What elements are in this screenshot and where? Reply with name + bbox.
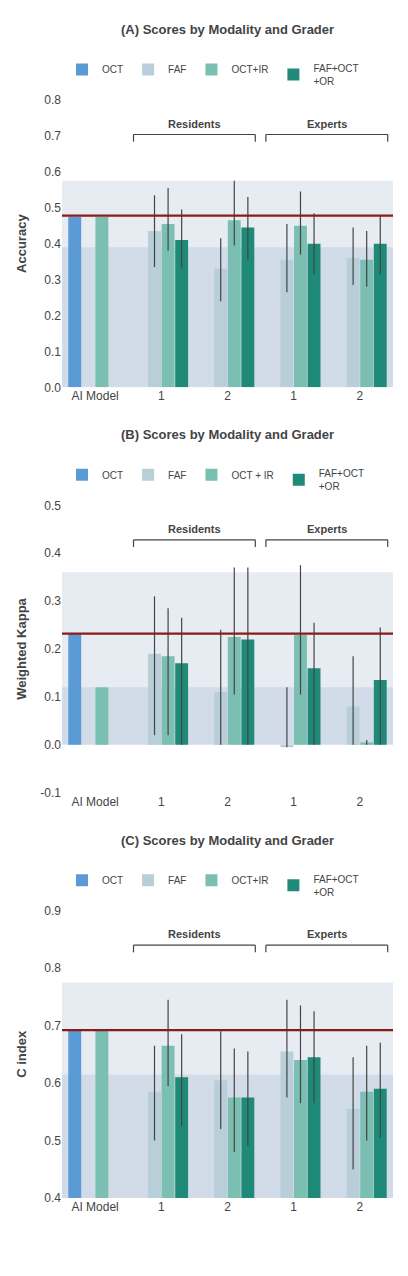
svg-text:0.7: 0.7 <box>44 1019 61 1033</box>
svg-text:OCT: OCT <box>102 875 123 886</box>
svg-text:Experts: Experts <box>307 523 347 535</box>
svg-text:0.2: 0.2 <box>44 309 61 323</box>
svg-text:-0.1: -0.1 <box>40 786 61 800</box>
svg-text:FAF+OCT+OR: FAF+OCT+OR <box>319 468 364 492</box>
svg-text:2: 2 <box>224 1200 231 1214</box>
svg-text:0.4: 0.4 <box>44 237 61 251</box>
svg-text:0.5: 0.5 <box>44 499 61 513</box>
svg-text:1: 1 <box>290 389 297 403</box>
svg-text:1: 1 <box>158 1200 165 1214</box>
svg-text:1: 1 <box>290 1200 297 1214</box>
svg-text:0.5: 0.5 <box>44 201 61 215</box>
svg-text:FAF+OCT+OR: FAF+OCT+OR <box>313 874 358 898</box>
svg-text:FAF+OCT+OR: FAF+OCT+OR <box>313 63 358 87</box>
svg-text:2: 2 <box>357 795 364 809</box>
svg-text:AI Model: AI Model <box>71 1200 118 1214</box>
svg-text:OCT+IR: OCT+IR <box>231 64 268 75</box>
svg-text:0.9: 0.9 <box>44 904 61 918</box>
svg-text:0.8: 0.8 <box>44 93 61 107</box>
svg-text:OCT: OCT <box>102 470 123 481</box>
svg-text:FAF: FAF <box>168 470 186 481</box>
svg-text:0.4: 0.4 <box>44 1191 61 1205</box>
svg-text:2: 2 <box>357 389 364 403</box>
svg-text:2: 2 <box>224 389 231 403</box>
svg-text:2: 2 <box>357 1200 364 1214</box>
svg-text:(B) Scores by Modality and Gra: (B) Scores by Modality and Grader <box>121 427 334 442</box>
svg-text:0.0: 0.0 <box>44 738 61 752</box>
svg-text:0.6: 0.6 <box>44 1076 61 1090</box>
svg-text:0.6: 0.6 <box>44 165 61 179</box>
svg-text:OCT+IR: OCT+IR <box>231 875 268 886</box>
svg-text:C index: C index <box>14 1030 29 1078</box>
svg-text:OCT: OCT <box>102 64 123 75</box>
svg-text:1: 1 <box>290 795 297 809</box>
svg-text:0.8: 0.8 <box>44 961 61 975</box>
svg-text:OCT + IR: OCT + IR <box>231 470 273 481</box>
svg-text:1: 1 <box>158 389 165 403</box>
svg-text:Residents: Residents <box>168 928 221 940</box>
svg-text:FAF: FAF <box>168 64 186 75</box>
svg-text:0.0: 0.0 <box>44 381 61 395</box>
svg-text:Residents: Residents <box>168 523 221 535</box>
svg-text:AI Model: AI Model <box>71 795 118 809</box>
svg-text:Experts: Experts <box>307 928 347 940</box>
svg-text:Accuracy: Accuracy <box>14 214 29 273</box>
svg-text:(C) Scores by Modality and Gra: (C) Scores by Modality and Grader <box>121 833 334 848</box>
svg-text:0.1: 0.1 <box>44 690 61 704</box>
svg-text:0.2: 0.2 <box>44 642 61 656</box>
svg-text:Weighted Kappa: Weighted Kappa <box>14 597 29 699</box>
svg-text:FAF: FAF <box>168 875 186 886</box>
svg-text:AI Model: AI Model <box>71 389 118 403</box>
svg-text:0.3: 0.3 <box>44 273 61 287</box>
svg-text:2: 2 <box>224 795 231 809</box>
svg-text:0.1: 0.1 <box>44 345 61 359</box>
svg-text:0.7: 0.7 <box>44 129 61 143</box>
svg-text:0.3: 0.3 <box>44 594 61 608</box>
svg-text:Residents: Residents <box>168 118 221 130</box>
svg-text:0.4: 0.4 <box>44 546 61 560</box>
svg-text:1: 1 <box>158 795 165 809</box>
svg-text:0.5: 0.5 <box>44 1134 61 1148</box>
svg-text:Experts: Experts <box>307 118 347 130</box>
svg-text:(A) Scores by Modality and Gra: (A) Scores by Modality and Grader <box>121 22 334 37</box>
